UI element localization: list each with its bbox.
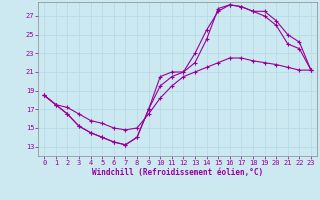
X-axis label: Windchill (Refroidissement éolien,°C): Windchill (Refroidissement éolien,°C) xyxy=(92,168,263,177)
